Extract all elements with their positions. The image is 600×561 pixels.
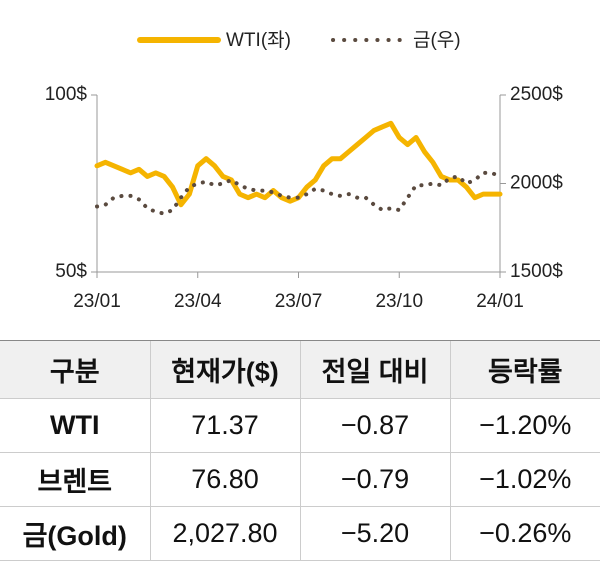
- chart: 50$ 100$ 1500$ 2000$ 2500$ 23/01 23/04 23/07 23/…: [45, 29, 564, 312]
- table-cell: −5.20: [299, 506, 450, 561]
- y2-tick-label: 2000$: [510, 173, 563, 194]
- table-row: WTI 71.37 −0.87 −1.20%: [0, 398, 600, 453]
- table-cell: −0.26%: [449, 506, 600, 561]
- table-cell: 2,027.80: [149, 506, 300, 561]
- table-cell: WTI: [0, 398, 150, 453]
- legend-label: WTI(좌): [226, 29, 291, 51]
- table-row: 브렌트 76.80 −0.79 −1.02%: [0, 452, 600, 507]
- x-tick-label: 23/07: [275, 291, 323, 312]
- table-cell: 브렌트: [0, 452, 150, 507]
- table-cell: −0.87: [299, 398, 450, 453]
- y-tick-label: 100$: [45, 84, 88, 105]
- price-table: 구분 현재가($) 전일 대비 등락률 WTI 71.37 −0.87 −1.20% 브렌트 76…: [0, 340, 600, 561]
- header-cell: 현재가($): [149, 340, 300, 399]
- table-cell: 71.37: [149, 398, 300, 453]
- series-line: [95, 170, 502, 216]
- table-cell: −1.02%: [449, 452, 600, 507]
- y-tick-label: 50$: [55, 261, 87, 282]
- table-cell: −0.79: [299, 452, 450, 507]
- table-cell: 금(Gold): [0, 506, 150, 561]
- table-cell: 76.80: [149, 452, 300, 507]
- x-tick-label: 23/10: [375, 291, 423, 312]
- table-row: 금(Gold) 2,027.80 −5.20 −0.26%: [0, 506, 600, 561]
- y2-tick-label: 2500$: [510, 84, 563, 105]
- x-tick-label: 23/01: [73, 291, 121, 312]
- series-line: [94, 120, 503, 208]
- header-cell: 전일 대비: [299, 340, 450, 399]
- legend-label: 금(우): [413, 30, 461, 51]
- y2-tick-label: 1500$: [510, 261, 563, 282]
- header-cell: 구분: [0, 340, 150, 399]
- table-cell: −1.20%: [449, 398, 600, 453]
- x-tick-label: 23/04: [174, 291, 222, 312]
- header-cell: 등락률: [449, 340, 600, 399]
- x-tick-label: 24/01: [476, 291, 524, 312]
